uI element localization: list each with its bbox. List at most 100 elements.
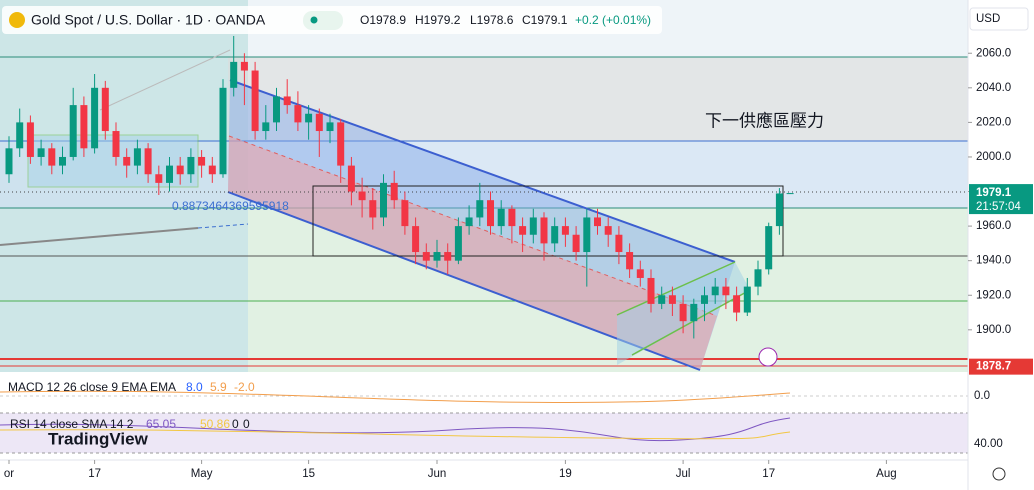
- candle-body: [198, 156, 206, 166]
- ohlc-high: H1979.2: [415, 13, 461, 27]
- y-tick-label: 1940.0: [976, 255, 1011, 267]
- y-tick-label: 2020.0: [976, 116, 1011, 128]
- candle-body: [604, 226, 612, 235]
- candle-body: [101, 87, 109, 132]
- settings-icon[interactable]: [992, 467, 1006, 481]
- trend-line: [99, 49, 231, 111]
- candle-body: [166, 165, 173, 183]
- x-tick-label: 19: [559, 468, 572, 480]
- candle-body: [647, 277, 655, 304]
- y-tick-label: 1960.0: [976, 220, 1011, 232]
- macd-value: 8.0: [186, 380, 203, 394]
- macd-value: -2.0: [234, 380, 255, 394]
- candle-body: [133, 148, 141, 166]
- candle-body: [5, 148, 13, 175]
- candle-body: [187, 156, 195, 175]
- x-tick-label: Jun: [428, 468, 447, 480]
- candle-body: [636, 269, 644, 278]
- candle-body: [519, 226, 527, 235]
- candle-body: [454, 226, 462, 261]
- trend-line: [0, 227, 199, 246]
- rsi-value: 0: [243, 417, 250, 431]
- candle-body: [251, 70, 259, 132]
- logo: TradingView: [48, 429, 149, 448]
- candle-body: [208, 165, 216, 175]
- candle-body: [690, 303, 698, 322]
- candle-body: [754, 269, 762, 287]
- y-tick-label: 1920.0: [976, 289, 1011, 301]
- candle-body: [711, 286, 719, 296]
- candle-body: [594, 217, 601, 227]
- y-tick-label: 2040.0: [976, 82, 1011, 94]
- candle-body: [561, 226, 569, 235]
- candle-body: [80, 105, 88, 149]
- candle-body: [230, 61, 238, 88]
- channel-mid: [228, 135, 718, 317]
- candle-body: [743, 286, 751, 313]
- x-tick-label: Aug: [876, 468, 896, 480]
- candle-body: [37, 148, 45, 157]
- y-tick-label: 1900.0: [976, 324, 1011, 336]
- channel-line: [631, 289, 751, 356]
- candle-body: [583, 217, 591, 253]
- candle-body: [786, 193, 794, 195]
- candle-body: [380, 182, 387, 218]
- change: +0.2 (+0.01%): [575, 13, 651, 27]
- channel-line: [616, 261, 736, 316]
- candle-body: [48, 148, 56, 166]
- alert-icon[interactable]: [758, 347, 778, 367]
- x-tick-label: May: [191, 468, 213, 480]
- rsi-label: RSI 14 close SMA 14 2: [10, 417, 134, 431]
- candle-body: [337, 122, 345, 166]
- candle-body: [658, 295, 666, 304]
- candle-body: [476, 200, 484, 218]
- candle-body: [722, 286, 730, 296]
- channel: [228, 136, 717, 370]
- candle-body: [369, 200, 377, 218]
- candle-body: [701, 295, 708, 304]
- macd-value: 5.9: [210, 380, 227, 394]
- rsi-axis-label: 40.00: [974, 438, 1003, 450]
- countdown: 21:57:04: [976, 201, 1021, 213]
- macd-axis-label: 0.0: [974, 390, 990, 402]
- candle-body: [551, 226, 559, 244]
- price-tag: [969, 184, 1033, 215]
- box: [312, 185, 784, 257]
- currency-button[interactable]: [969, 7, 1029, 31]
- candle-body: [540, 217, 548, 244]
- candle-body: [487, 200, 494, 227]
- candle-body: [326, 122, 334, 132]
- candle-body: [412, 226, 420, 253]
- candle-body: [465, 217, 473, 227]
- rsi-value: 0: [232, 417, 239, 431]
- fib-label: 0.8873464369595918: [172, 199, 289, 213]
- status[interactable]: [303, 11, 343, 30]
- candle-body: [155, 174, 163, 183]
- macd-label: MACD 12 26 close 9 EMA EMA: [8, 380, 176, 394]
- ohlc-open: O1978.9: [360, 13, 406, 27]
- level-tag: [969, 358, 1033, 375]
- x-tick-label: or: [4, 468, 14, 480]
- candle-body: [444, 252, 452, 261]
- candle-body: [69, 105, 77, 157]
- candle-body: [283, 96, 291, 106]
- candle-body: [508, 208, 516, 227]
- status-dot: [310, 16, 318, 24]
- candle-body: [626, 252, 634, 270]
- symbol[interactable]: Gold Spot / U.S. Dollar · 1D · OANDA: [31, 12, 266, 28]
- candle-body: [240, 61, 248, 71]
- candle-body: [16, 122, 24, 149]
- currency: USD: [976, 13, 1000, 25]
- candle-body: [176, 165, 184, 175]
- candle-body: [733, 295, 741, 313]
- zone: [228, 57, 968, 141]
- annotation: 下一供應區壓力: [705, 110, 824, 130]
- x-tick-label: 15: [302, 468, 315, 480]
- macd-line: [0, 390, 791, 404]
- level-tag-label: 1878.7: [976, 361, 1011, 373]
- x-tick-label: 17: [762, 468, 775, 480]
- x-tick-label: Jul: [676, 468, 691, 480]
- candle-body: [219, 87, 227, 175]
- rsi-value: 50.86: [200, 417, 230, 431]
